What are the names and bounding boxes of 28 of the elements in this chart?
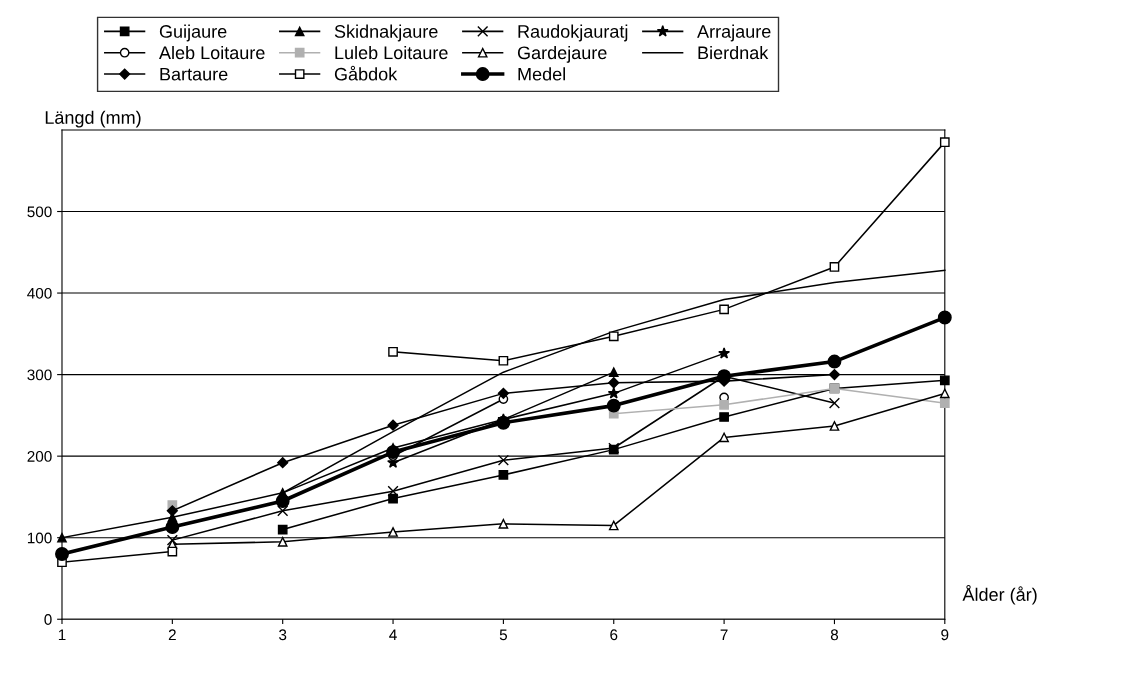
x-tick-label: 3 (279, 629, 287, 641)
legend-label: Guijaure (159, 24, 227, 42)
legend-label: Luleb Loitaure (335, 45, 448, 60)
legend-label: Bierdnak (698, 45, 769, 60)
y-tick-label: 100 (27, 532, 52, 544)
legend-label: Skidnakjaure (334, 24, 438, 42)
x-tick-label: 6 (610, 629, 618, 641)
legend-label: Medel (518, 67, 565, 81)
legend-label: Bartaure (160, 67, 228, 81)
x-tick-label: 9 (941, 629, 949, 641)
y-tick-label: 400 (27, 287, 52, 299)
legend-label: Aleb Loitaure (159, 45, 265, 60)
y-tick-label: 0 (44, 614, 52, 625)
x-tick-label: 5 (499, 629, 508, 641)
legend-label: Gåbdok (334, 65, 398, 81)
y-axis-title: Längd (mm) (45, 110, 141, 128)
y-tick-label: 500 (27, 206, 52, 218)
legend-label: Gardejaure (517, 45, 607, 63)
x-tick-label: 2 (168, 629, 176, 641)
x-axis-title: Ålder (år) (962, 585, 1037, 605)
x-tick-label: 1 (58, 629, 66, 641)
legend-label: Arrajaure (697, 24, 771, 42)
y-tick-label: 200 (27, 451, 52, 462)
x-tick-label: 7 (720, 629, 728, 641)
x-tick-label: 8 (830, 629, 839, 641)
legend-label: Raudokjauratj (518, 24, 628, 42)
x-tick-label: 4 (389, 629, 397, 641)
y-tick-label: 300 (27, 369, 52, 381)
